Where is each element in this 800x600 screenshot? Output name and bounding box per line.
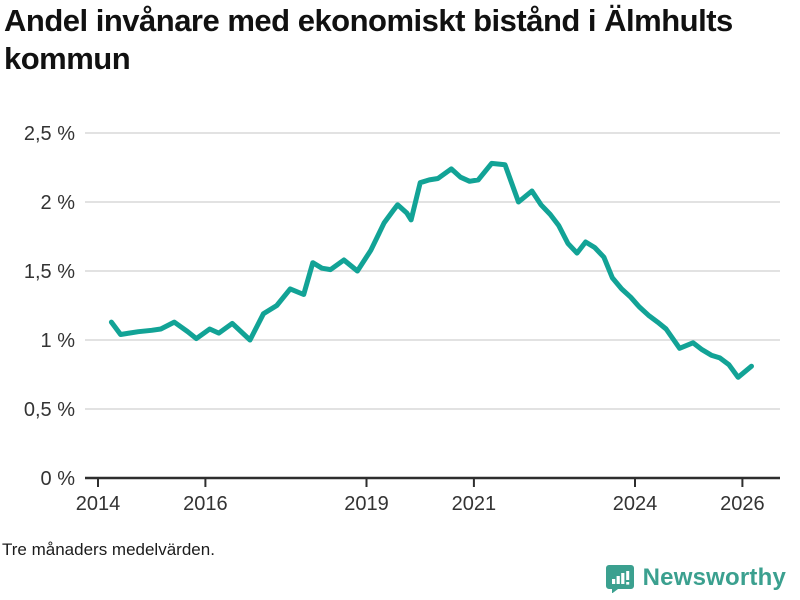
y-tick-label: 1 % [41, 330, 76, 352]
y-tick-label: 2 % [41, 192, 76, 214]
newsworthy-logo: Newsworthy [605, 563, 786, 594]
y-tick-label: 2,5 % [24, 123, 75, 145]
x-tick-label: 2024 [613, 493, 658, 515]
x-tick-label: 2021 [452, 493, 497, 515]
x-tick-label: 2014 [76, 493, 121, 515]
chart-footnote: Tre månaders medelvärden. [2, 540, 215, 559]
x-tick-label: 2026 [720, 493, 765, 515]
brand-name: Newsworthy [642, 564, 786, 591]
x-tick-label: 2016 [183, 493, 228, 515]
bar-chart-speech-bubble-icon [605, 563, 635, 594]
y-tick-label: 1,5 % [24, 261, 75, 283]
page-title: Andel invånare med ekonomiskt bistånd i … [4, 3, 733, 76]
y-tick-label: 0,5 % [24, 399, 75, 421]
x-tick-label: 2019 [344, 493, 389, 515]
y-tick-label: 0 % [41, 468, 76, 490]
series-line [108, 160, 754, 380]
line-chart: 0 % 0,5 % 1 % 1,5 % 2 % 2,5 % 2014 2016 2019 2021… [0, 95, 800, 540]
